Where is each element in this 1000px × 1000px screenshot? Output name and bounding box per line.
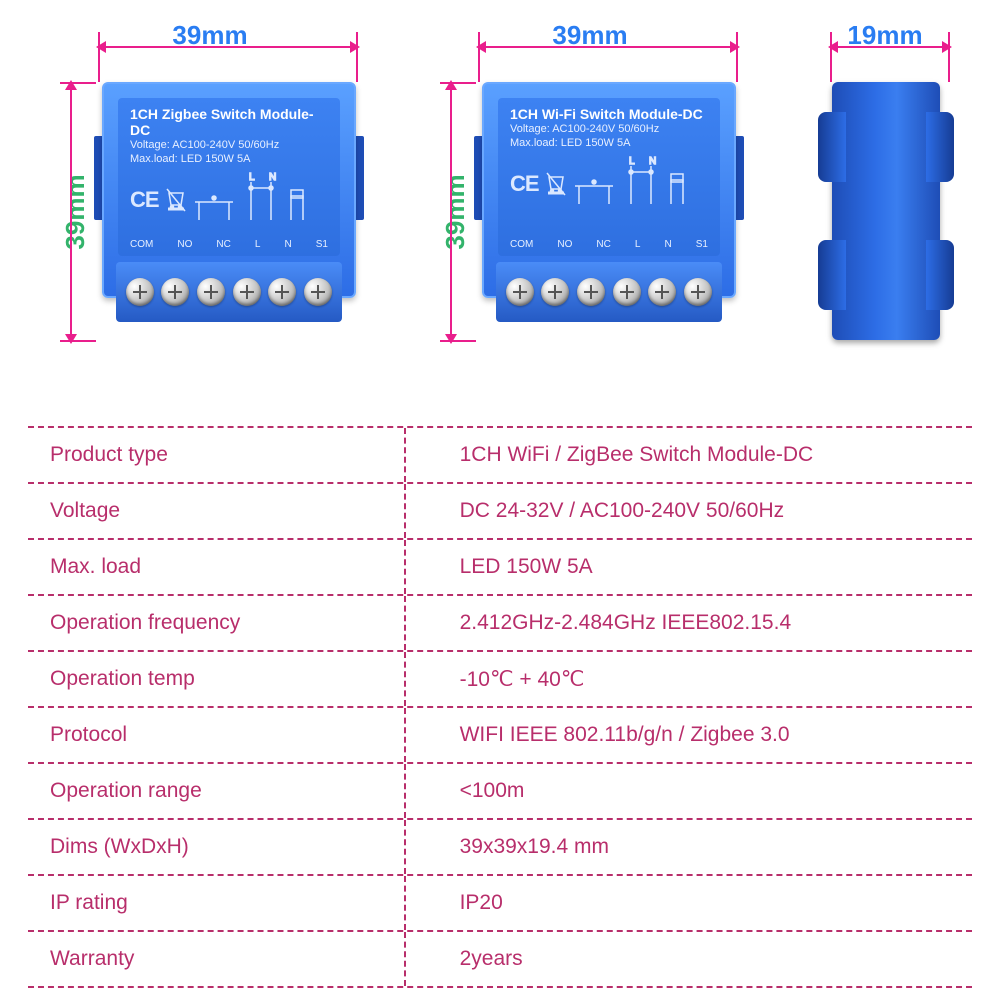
- spec-key: Voltage: [28, 484, 406, 538]
- diagram-area: 39mm 39mm 1CH Zigbee Switch Module-DC Vo…: [20, 24, 980, 414]
- spec-key: Operation temp: [28, 652, 406, 706]
- screw-icon: [268, 278, 296, 306]
- terminal-block: [116, 262, 342, 322]
- wiring-diagram-icon: L N: [573, 154, 693, 214]
- spec-key: Max. load: [28, 540, 406, 594]
- device-title: 1CH Zigbee Switch Module-DC: [130, 106, 328, 138]
- spec-row: Max. loadLED 150W 5A: [28, 540, 972, 596]
- device-maxload: Max.load: LED 150W 5A: [510, 136, 708, 150]
- ce-mark-icon: CE: [130, 187, 159, 213]
- spec-value: -10℃ + 40℃: [406, 667, 972, 692]
- width-dimension: 39mm: [430, 24, 750, 66]
- spec-value: 1CH WiFi / ZigBee Switch Module-DC: [406, 443, 972, 467]
- spec-value: 39x39x19.4 mm: [406, 835, 972, 859]
- screw-icon: [506, 278, 534, 306]
- spec-key: IP rating: [28, 876, 406, 930]
- module-side: 19mm: [810, 24, 960, 66]
- height-dimension: 39mm: [48, 82, 88, 342]
- screw-icon: [161, 278, 189, 306]
- ce-mark-icon: CE: [510, 171, 539, 197]
- spec-value: WIFI IEEE 802.11b/g/n / Zigbee 3.0: [406, 723, 972, 747]
- width-dimension: 39mm: [50, 24, 370, 66]
- weee-icon: [545, 171, 567, 197]
- terminal-block: [496, 262, 722, 322]
- svg-text:L: L: [629, 156, 635, 167]
- spec-key: Protocol: [28, 708, 406, 762]
- device-title: 1CH Wi-Fi Switch Module-DC: [510, 106, 708, 122]
- spec-value: 2.412GHz-2.484GHz IEEE802.15.4: [406, 611, 972, 635]
- weee-icon: [165, 187, 187, 213]
- device-front: 1CH Wi-Fi Switch Module-DC Voltage: AC10…: [482, 82, 736, 342]
- spec-key: Warranty: [28, 932, 406, 986]
- cert-marks: CE L: [510, 154, 708, 214]
- terminal-labels: COMNO NCL NS1: [130, 239, 328, 250]
- device-maxload: Max.load: LED 150W 5A: [130, 152, 328, 166]
- svg-text:L: L: [249, 172, 255, 183]
- screw-icon: [684, 278, 712, 306]
- spec-row: ProtocolWIFI IEEE 802.11b/g/n / Zigbee 3…: [28, 708, 972, 764]
- device-voltage: Voltage: AC100-240V 50/60Hz: [130, 138, 328, 152]
- spec-key: Operation frequency: [28, 596, 406, 650]
- depth-dimension: 19mm: [810, 24, 960, 66]
- svg-text:N: N: [269, 172, 276, 183]
- spec-value: 2years: [406, 947, 972, 971]
- device-side: [832, 82, 940, 340]
- spec-row: Operation frequency2.412GHz-2.484GHz IEE…: [28, 596, 972, 652]
- screw-icon: [577, 278, 605, 306]
- screw-icon: [304, 278, 332, 306]
- spec-row: Warranty2years: [28, 932, 972, 988]
- screw-icon: [126, 278, 154, 306]
- spec-value: DC 24-32V / AC100-240V 50/60Hz: [406, 499, 972, 523]
- screw-icon: [233, 278, 261, 306]
- spec-row: VoltageDC 24-32V / AC100-240V 50/60Hz: [28, 484, 972, 540]
- height-label: 39mm: [440, 174, 471, 249]
- spec-value: IP20: [406, 891, 972, 915]
- module-wifi: 39mm 39mm 1CH Wi-Fi Switch Module-DC Vol…: [430, 24, 750, 66]
- screw-icon: [197, 278, 225, 306]
- spec-value: LED 150W 5A: [406, 555, 972, 579]
- screw-icon: [613, 278, 641, 306]
- cert-marks: CE L: [130, 170, 328, 230]
- spec-value: <100m: [406, 779, 972, 803]
- screw-icon: [541, 278, 569, 306]
- screw-icon: [648, 278, 676, 306]
- module-zigbee: 39mm 39mm 1CH Zigbee Switch Module-DC Vo…: [50, 24, 370, 66]
- spec-row: Operation temp-10℃ + 40℃: [28, 652, 972, 708]
- spec-table: Product type1CH WiFi / ZigBee Switch Mod…: [28, 426, 972, 989]
- device-voltage: Voltage: AC100-240V 50/60Hz: [510, 122, 708, 136]
- spec-key: Operation range: [28, 764, 406, 818]
- spec-key: Dims (WxDxH): [28, 820, 406, 874]
- device-front: 1CH Zigbee Switch Module-DC Voltage: AC1…: [102, 82, 356, 342]
- spec-row: Product type1CH WiFi / ZigBee Switch Mod…: [28, 428, 972, 484]
- terminal-labels: COMNO NCL NS1: [510, 239, 708, 250]
- spec-row: IP ratingIP20: [28, 876, 972, 932]
- wiring-diagram-icon: L N: [193, 170, 313, 230]
- svg-text:N: N: [649, 156, 656, 167]
- spec-key: Product type: [28, 428, 406, 482]
- height-label: 39mm: [60, 174, 91, 249]
- spec-row: Dims (WxDxH)39x39x19.4 mm: [28, 820, 972, 876]
- spec-row: Operation range<100m: [28, 764, 972, 820]
- height-dimension: 39mm: [428, 82, 468, 342]
